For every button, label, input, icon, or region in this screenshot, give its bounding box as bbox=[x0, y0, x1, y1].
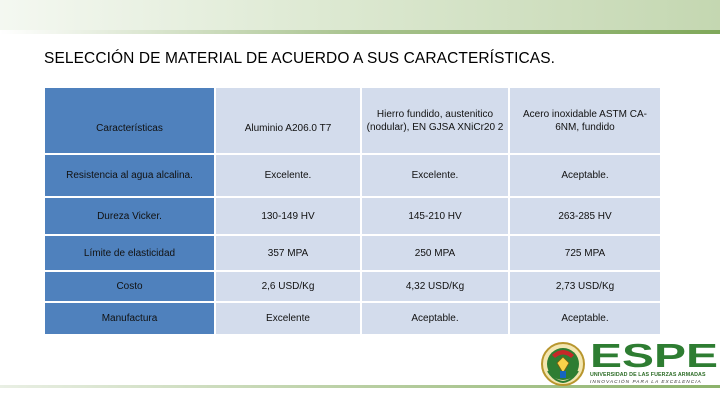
page-title: SELECCIÓN DE MATERIAL DE ACUERDO A SUS C… bbox=[44, 50, 556, 67]
column-header: Características bbox=[45, 88, 214, 153]
row-label: Costo bbox=[45, 272, 214, 301]
espe-wordmark: ESPE bbox=[590, 340, 718, 370]
column-header: Hierro fundido, austenitico (nodular), E… bbox=[362, 88, 508, 153]
espe-logo: ESPE UNIVERSIDAD DE LAS FUERZAS ARMADAS … bbox=[538, 340, 720, 390]
table-cell: 4,32 USD/Kg bbox=[362, 272, 508, 301]
svg-text:ESPE: ESPE bbox=[590, 340, 718, 370]
table-row: Dureza Vicker. 130-149 HV 145-210 HV 263… bbox=[45, 198, 660, 234]
table-cell: 2,6 USD/Kg bbox=[216, 272, 360, 301]
table-cell: Aceptable. bbox=[510, 155, 660, 196]
header-bar bbox=[0, 0, 720, 30]
footer-band bbox=[0, 388, 720, 405]
column-header: Aluminio A206.0 T7 bbox=[216, 88, 360, 153]
row-label: Manufactura bbox=[45, 303, 214, 334]
row-label: Resistencia al agua alcalina. bbox=[45, 155, 214, 196]
table-row: Resistencia al agua alcalina. Excelente.… bbox=[45, 155, 660, 196]
header-divider bbox=[0, 30, 720, 34]
footer-divider bbox=[0, 385, 720, 388]
table-cell: 145-210 HV bbox=[362, 198, 508, 234]
table-cell: 130-149 HV bbox=[216, 198, 360, 234]
table-cell: Excelente. bbox=[216, 155, 360, 196]
row-label: Dureza Vicker. bbox=[45, 198, 214, 234]
university-seal-icon bbox=[541, 342, 585, 386]
materials-table: Características Aluminio A206.0 T7 Hierr… bbox=[43, 86, 662, 336]
table-cell: Excelente. bbox=[362, 155, 508, 196]
table-row: Costo 2,6 USD/Kg 4,32 USD/Kg 2,73 USD/Kg bbox=[45, 272, 660, 301]
table-row: Manufactura Excelente Aceptable. Aceptab… bbox=[45, 303, 660, 334]
column-header: Acero inoxidable ASTM CA-6NM, fundido bbox=[510, 88, 660, 153]
table-cell: 357 MPA bbox=[216, 236, 360, 270]
university-name: UNIVERSIDAD DE LAS FUERZAS ARMADAS bbox=[590, 372, 706, 378]
university-tagline: INNOVACIÓN PARA LA EXCELENCIA bbox=[590, 380, 702, 385]
row-label: Límite de elasticidad bbox=[45, 236, 214, 270]
table-cell: 263-285 HV bbox=[510, 198, 660, 234]
table-cell: Aceptable. bbox=[510, 303, 660, 334]
table-cell: Excelente bbox=[216, 303, 360, 334]
table-row: Límite de elasticidad 357 MPA 250 MPA 72… bbox=[45, 236, 660, 270]
table-cell: Aceptable. bbox=[362, 303, 508, 334]
table-cell: 250 MPA bbox=[362, 236, 508, 270]
table-cell: 725 MPA bbox=[510, 236, 660, 270]
table-cell: 2,73 USD/Kg bbox=[510, 272, 660, 301]
table-header-row: Características Aluminio A206.0 T7 Hierr… bbox=[45, 88, 660, 153]
